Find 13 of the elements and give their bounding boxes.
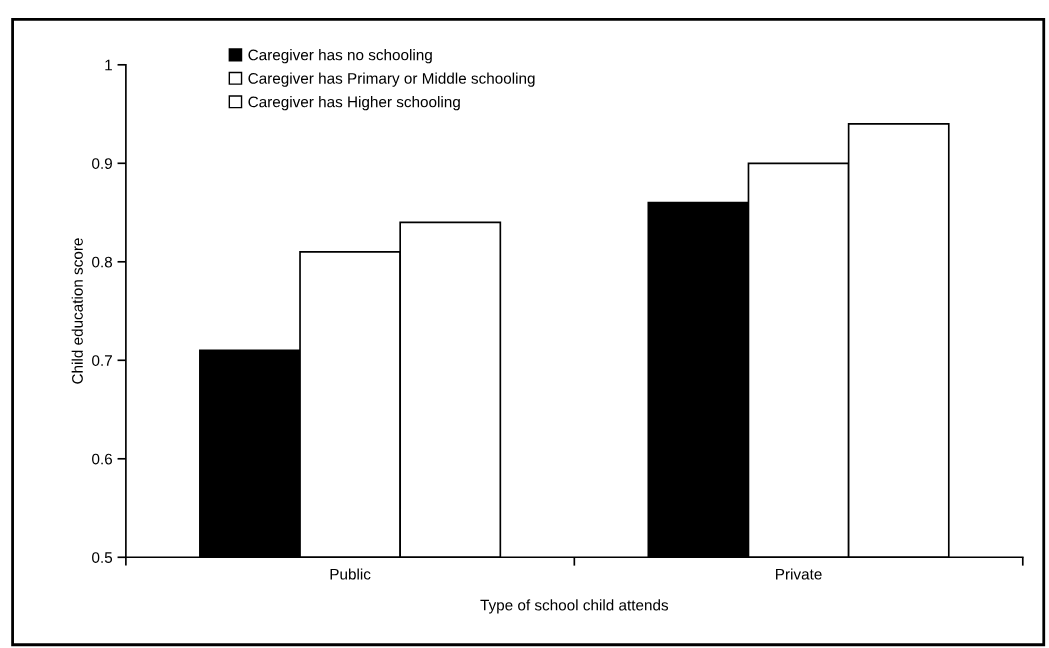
x-tick-label: Public — [330, 568, 371, 580]
x-tick-label: Private — [776, 568, 822, 580]
legend-label: Caregiver has Higher schooling — [248, 96, 460, 111]
y-tick-label: 0.8 — [92, 256, 113, 268]
y-tick-label: 0.6 — [92, 453, 113, 465]
y-tick-label: 0.9 — [92, 158, 112, 169]
legend-label: Caregiver has no schooling — [248, 49, 432, 64]
y-tick-label: 0.7 — [92, 355, 112, 366]
x-axis-title: Type of school child attends — [480, 599, 669, 614]
y-tick-label: 1 — [105, 59, 112, 71]
legend-label: Caregiver has Primary or Middle schooling — [248, 72, 535, 87]
y-axis-title: Child education score — [71, 238, 83, 384]
y-tick-label: 0.5 — [92, 552, 113, 563]
